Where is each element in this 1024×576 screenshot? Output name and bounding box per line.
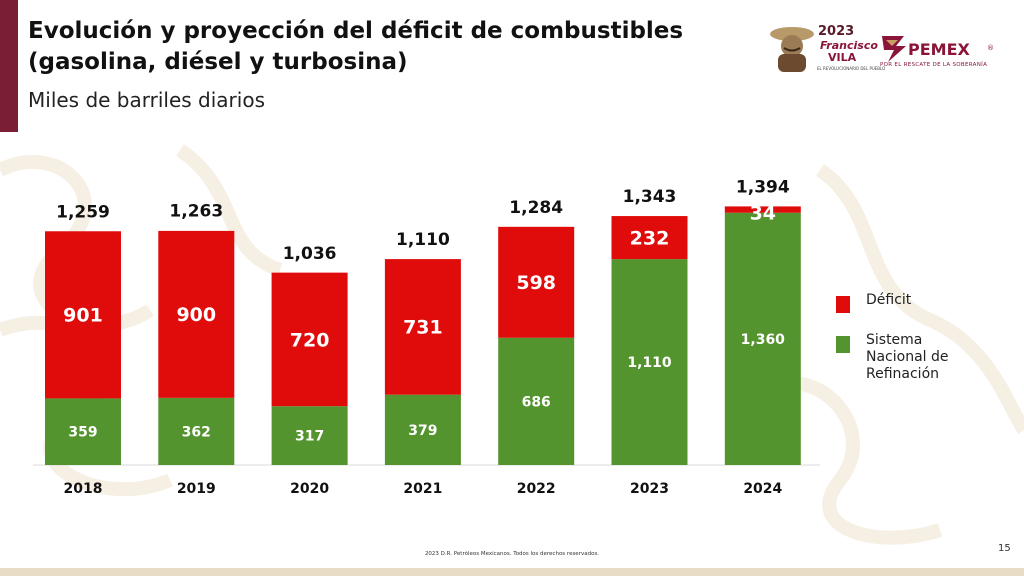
- accent-bar: [0, 0, 18, 132]
- total-label-2018: 1,259: [56, 202, 110, 222]
- legend-label-refinacion: Sistema Nacional de Refinación: [866, 332, 949, 382]
- bar-deficit-2020: [271, 272, 348, 407]
- total-label-2023: 1,343: [623, 187, 677, 207]
- logo-year: 2023: [818, 24, 855, 39]
- bar-value-label-deficit-2020: 720: [290, 329, 330, 351]
- bar-deficit-2018: [45, 231, 121, 399]
- bar-value-label-refinacion-2018: 359: [68, 425, 97, 441]
- legend-label-deficit: Déficit: [866, 292, 912, 308]
- bar-refinacion-2022: [498, 337, 575, 465]
- bar-refinacion-2023: [611, 259, 688, 465]
- bar-value-label-refinacion-2021: 379: [408, 423, 437, 439]
- total-label-2020: 1,036: [283, 244, 337, 264]
- total-label-2024: 1,394: [736, 177, 790, 197]
- legend-swatch-refinacion: [836, 336, 850, 353]
- bar-value-label-deficit-2023: 232: [630, 227, 670, 249]
- bar-value-label-deficit-2019: 900: [176, 304, 216, 326]
- category-label-2019: 2019: [177, 481, 216, 497]
- bar-value-label-deficit-2018: 901: [63, 305, 103, 327]
- logo-small-text: EL REVOLUCIONARIO DEL PUEBLO: [817, 66, 886, 71]
- bar-value-label-deficit-2022: 598: [516, 272, 556, 294]
- bar-deficit-2023: [611, 216, 688, 260]
- category-label-2020: 2020: [290, 481, 329, 497]
- bar-deficit-2022: [498, 226, 575, 338]
- pemex-tagline: POR EL RESCATE DE LA SOBERANÍA: [880, 62, 988, 68]
- bar-refinacion-2024: [724, 212, 801, 465]
- bar-value-label-deficit-2024: 34: [750, 202, 776, 224]
- bar-refinacion-2018: [45, 398, 121, 465]
- category-label-2022: 2022: [517, 481, 556, 497]
- bar-value-label-refinacion-2020: 317: [295, 429, 324, 445]
- logo-name-first: Francisco: [820, 39, 878, 52]
- bar-value-label-refinacion-2019: 362: [182, 424, 211, 440]
- category-label-2024: 2024: [743, 481, 782, 497]
- copyright-footer: 2023 D.R. Petróleos Mexicanos. Todos los…: [424, 551, 600, 557]
- total-label-2019: 1,263: [169, 202, 223, 222]
- francisco-villa-portrait-logo: [770, 27, 814, 72]
- bar-value-label-refinacion-2023: 1,110: [627, 355, 672, 371]
- bar-refinacion-2019: [158, 397, 235, 465]
- total-label-2021: 1,110: [396, 230, 450, 250]
- legend-swatch-deficit: [836, 296, 850, 313]
- bar-deficit-2024: [724, 206, 801, 213]
- pemex-eagle-icon: [882, 36, 906, 62]
- page-subtitle: Miles de barriles diarios: [28, 88, 265, 112]
- pemex-wordmark: PEMEX: [908, 40, 970, 59]
- page-title: Evolución y proyección del déficit de co…: [28, 16, 748, 78]
- bottom-band: [0, 568, 1024, 576]
- bar-refinacion-2020: [271, 406, 348, 465]
- total-label-2022: 1,284: [509, 198, 563, 218]
- logo-name-last: VILA: [828, 51, 857, 64]
- title-line-1: Evolución y proyección del déficit de co…: [28, 18, 684, 44]
- bar-deficit-2019: [158, 230, 235, 398]
- title-line-2: (gasolina, diésel y turbosina): [28, 49, 408, 75]
- bar-deficit-2021: [384, 259, 461, 395]
- bar-value-label-refinacion-2022: 686: [522, 394, 551, 410]
- category-label-2023: 2023: [630, 481, 669, 497]
- category-label-2021: 2021: [403, 481, 442, 497]
- category-label-2018: 2018: [64, 481, 103, 497]
- pemex-registered-mark: ®: [987, 44, 994, 52]
- bar-value-label-deficit-2021: 731: [403, 317, 443, 339]
- bar-value-label-refinacion-2024: 1,360: [741, 332, 786, 348]
- bar-refinacion-2021: [384, 394, 461, 465]
- page-number: 15: [998, 543, 1011, 554]
